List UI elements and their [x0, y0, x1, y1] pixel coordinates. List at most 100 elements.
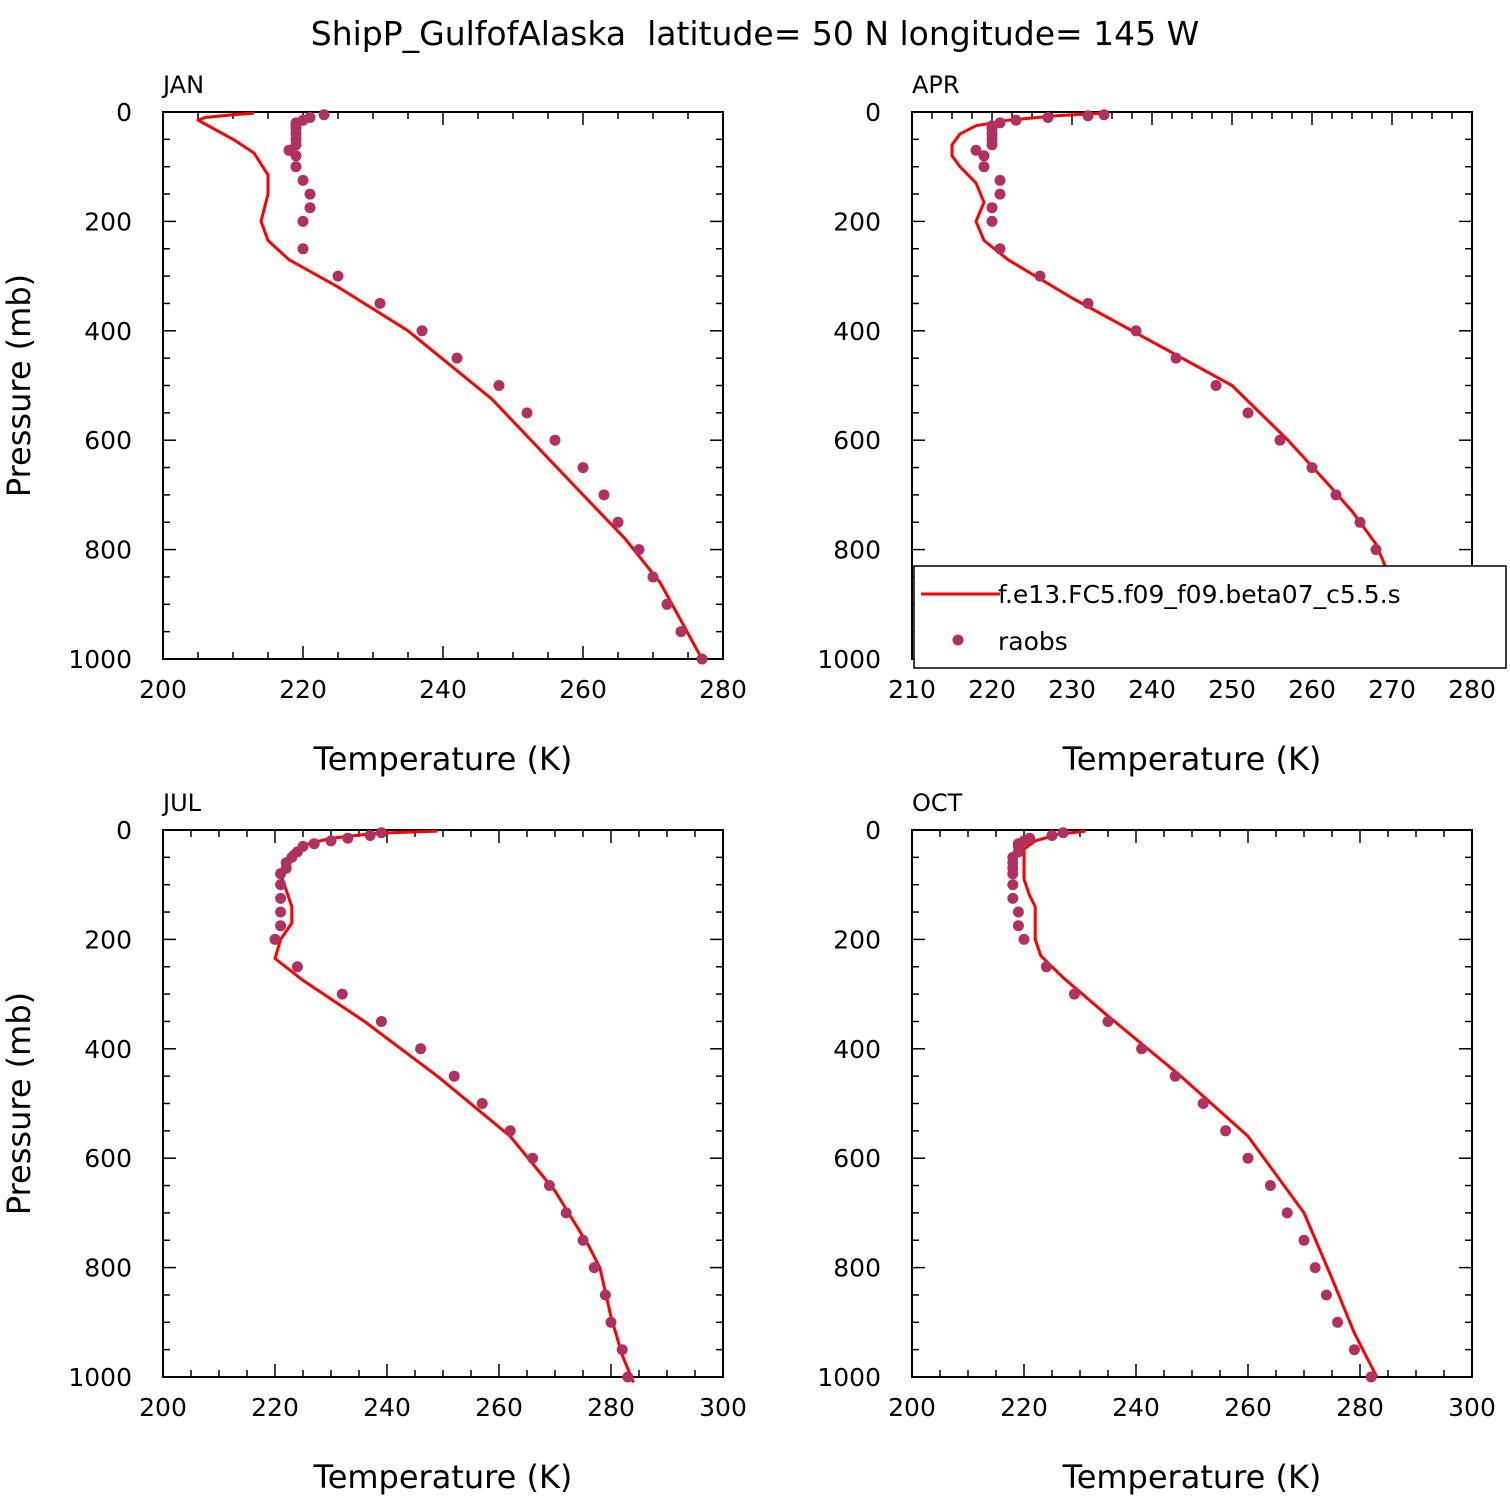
- obs-point: [325, 835, 337, 847]
- obs-point: [986, 202, 998, 214]
- y-tick-label: 1000: [68, 1363, 132, 1392]
- obs-point: [1210, 380, 1222, 391]
- panel-label: JAN: [161, 71, 204, 99]
- obs-point: [275, 868, 287, 880]
- obs-point: [994, 188, 1006, 200]
- y-tick-label: 600: [833, 426, 881, 455]
- obs-point: [560, 1207, 572, 1219]
- obs-point: [375, 827, 387, 839]
- obs-point: [1068, 988, 1080, 1000]
- x-tick-label: 240: [363, 1393, 411, 1422]
- obs-point: [1018, 933, 1030, 945]
- plot-frame: [162, 829, 724, 1378]
- obs-point: [1242, 1152, 1254, 1164]
- obs-point: [612, 516, 624, 528]
- obs-point: [1348, 1344, 1360, 1356]
- obs-point: [1057, 827, 1069, 839]
- obs-point: [1012, 920, 1024, 932]
- panel-jul: JUL 200 220 240 260 280 300 0 200 400 600 800 1000 Te…: [0, 789, 747, 1496]
- obs-point: [318, 109, 330, 121]
- obs-point: [375, 1016, 387, 1027]
- obs-point: [1298, 1234, 1310, 1246]
- x-tick-label: 230: [1048, 675, 1096, 704]
- obs-point: [1281, 1207, 1293, 1219]
- obs-point: [308, 838, 320, 850]
- obs-point: [1007, 879, 1019, 891]
- x-tick-label: 280: [699, 675, 747, 704]
- y-tick-label: 1000: [817, 645, 881, 674]
- obs-point: [986, 139, 998, 151]
- panel-label: OCT: [912, 789, 963, 817]
- obs-point: [675, 626, 687, 638]
- x-tick-label: 280: [1448, 675, 1496, 704]
- obs-point: [970, 144, 982, 156]
- obs-point: [504, 1125, 516, 1137]
- obs-point: [616, 1344, 628, 1356]
- obs-point: [599, 1289, 611, 1301]
- legend-obs-swatch: [952, 634, 964, 646]
- obs-point: [374, 297, 386, 309]
- obs-point: [1042, 112, 1054, 123]
- obs-point: [290, 161, 302, 173]
- obs-point: [696, 653, 708, 665]
- obs-point: [978, 150, 990, 162]
- x-tick-label: 240: [1128, 675, 1176, 704]
- y-tick-label: 800: [84, 536, 132, 565]
- obs-point: [1082, 297, 1094, 309]
- y-tick-label: 400: [833, 317, 881, 346]
- obs-point: [304, 188, 316, 200]
- panel-label: APR: [912, 71, 960, 99]
- x-tick-label: 200: [139, 1393, 187, 1422]
- x-axis-label: Temperature (K): [313, 1458, 573, 1496]
- obs-point: [1332, 1316, 1344, 1328]
- obs-point: [1309, 1262, 1321, 1274]
- obs-point: [1274, 434, 1286, 446]
- obs-point: [1306, 462, 1318, 474]
- obs-point: [1264, 1180, 1276, 1191]
- x-axis-label: Temperature (K): [1062, 740, 1322, 778]
- y-tick-label: 600: [84, 426, 132, 455]
- legend-obs-label: raobs: [998, 627, 1068, 656]
- obs-point: [1330, 489, 1342, 501]
- x-tick-label: 280: [587, 1393, 635, 1422]
- panel-label: JUL: [161, 789, 202, 817]
- figure-title: ShipP_GulfofAlaska latitude= 50 N longit…: [311, 14, 1200, 53]
- obs-point: [297, 243, 309, 255]
- y-tick-label: 200: [84, 207, 132, 236]
- obs-point: [978, 161, 990, 173]
- obs-point: [1242, 407, 1254, 419]
- obs-point: [342, 832, 354, 844]
- obs-point: [1040, 961, 1052, 973]
- obs-point: [1136, 1043, 1148, 1055]
- plot-frame: [911, 829, 1473, 1378]
- obs-point: [1082, 110, 1094, 122]
- obs-point: [476, 1098, 488, 1109]
- obs-point: [1170, 352, 1182, 364]
- y-tick-label: 800: [84, 1254, 132, 1283]
- obs-point: [290, 150, 302, 162]
- obs-point: [1034, 270, 1046, 282]
- obs-point: [275, 920, 287, 932]
- obs-point: [493, 380, 505, 391]
- x-tick-label: 220: [279, 675, 327, 704]
- plot-frame: [162, 111, 724, 660]
- x-tick-label: 270: [1368, 675, 1416, 704]
- obs-point: [577, 462, 589, 474]
- y-tick-label: 1000: [68, 645, 132, 674]
- x-axis-label: Temperature (K): [313, 740, 573, 778]
- obs-point: [1007, 868, 1019, 880]
- x-tick-label: 250: [1208, 675, 1256, 704]
- panel-apr: APR 210 220 230 240 250 260 270 280 0 200 400 600 800…: [817, 71, 1507, 778]
- obs-point: [622, 1371, 634, 1383]
- y-tick-label: 800: [833, 1254, 881, 1283]
- y-tick-label: 0: [116, 816, 132, 845]
- obs-point: [275, 892, 287, 904]
- obs-point: [297, 174, 309, 186]
- x-tick-label: 260: [1288, 675, 1336, 704]
- legend-model-label: f.e13.FC5.f09_f09.beta07_c5.5.s: [998, 580, 1401, 609]
- x-tick-label: 200: [139, 675, 187, 704]
- x-tick-label: 280: [1336, 1393, 1384, 1422]
- obs-point: [994, 243, 1006, 255]
- obs-point: [275, 906, 287, 918]
